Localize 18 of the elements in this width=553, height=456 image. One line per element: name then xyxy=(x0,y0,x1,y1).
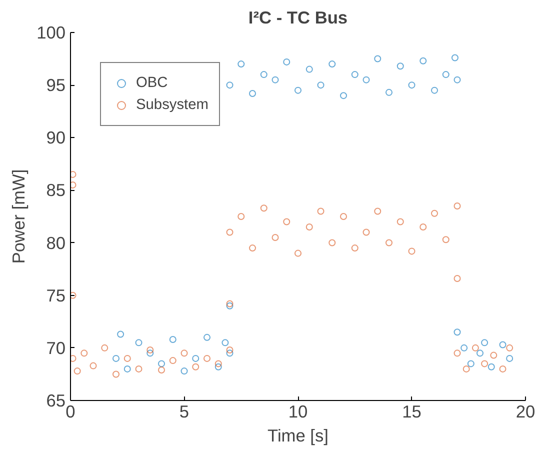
y-tick-label: 85 xyxy=(46,180,66,200)
y-tick-label: 75 xyxy=(46,285,66,306)
y-tick-label: 70 xyxy=(46,338,66,358)
y-tick-label: 65 xyxy=(46,390,66,410)
y-tick-label: 80 xyxy=(46,232,66,253)
y-axis-title: Power [mW] xyxy=(8,169,29,264)
legend-label: Subsystem xyxy=(136,97,208,113)
x-tick-label: 20 xyxy=(516,402,536,422)
x-tick-label: 15 xyxy=(402,402,422,422)
chart-title: I²C - TC Bus xyxy=(248,8,348,28)
y-tick-label: 90 xyxy=(46,128,66,148)
y-tick-label: 100 xyxy=(36,22,66,42)
x-tick-label: 5 xyxy=(179,402,190,422)
x-axis-title: Time [s] xyxy=(268,426,328,446)
x-tick-label: 0 xyxy=(66,402,76,422)
x-tick-label: 10 xyxy=(288,402,308,422)
legend-label: OBC xyxy=(136,75,168,91)
y-tick-label: 95 xyxy=(46,75,66,96)
